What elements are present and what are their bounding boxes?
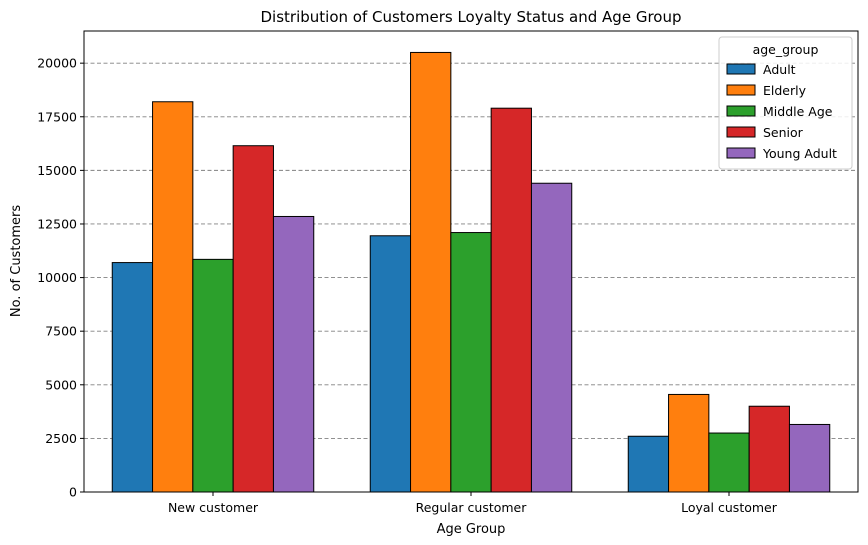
y-tick-label: 2500 [45,431,77,446]
legend-swatch [726,63,756,75]
bar-young-adult [788,423,831,493]
bar-senior [748,405,790,493]
y-tick-label: 5000 [45,377,77,392]
legend-label: Senior [763,125,804,140]
legend-swatch [726,126,756,138]
legend-items: Adult Elderly Middle Age Senior Young Adult [726,62,837,161]
bar-middle-age [192,258,234,493]
y-tick-label: 0 [69,485,77,500]
bar-middle-age [450,232,492,493]
x-tick-label: Loyal customer [681,500,778,515]
legend: age_group Adult Elderly Middle Age Senior Yo… [718,36,853,170]
x-axis-ticks: New customer Regular customer Loyal custom… [168,492,778,515]
y-tick-label: 10000 [37,270,77,285]
y-tick-label: 20000 [37,56,77,71]
y-tick-label: 7500 [45,324,77,339]
legend-swatch [726,84,756,96]
legend-label: Adult [763,62,796,77]
bar-young-adult [530,182,573,493]
y-axis-label: No. of Customers [9,205,24,318]
legend-label: Elderly [763,83,807,98]
y-tick-label: 12500 [37,216,77,231]
bar-senior [490,107,532,493]
bar-adult [627,435,670,493]
bar-elderly [668,393,710,493]
chart-title: Distribution of Customers Loyalty Status… [261,8,682,26]
bar-senior [232,145,274,493]
bar-elderly [410,51,452,493]
y-tick-label: 17500 [37,109,77,124]
bar-young-adult [272,215,315,493]
bar-middle-age [708,432,750,493]
legend-swatch [726,147,756,159]
y-tick-label: 15000 [37,163,77,178]
y-axis-ticks: 0 2500 5000 7500 10000 12500 15000 17500 20000 [37,56,84,500]
bar-adult [111,262,154,493]
bar-adult [369,235,412,493]
legend-swatch [726,105,756,117]
bar-elderly [152,101,194,493]
x-axis-label: Age Group [437,522,506,537]
x-tick-label: New customer [168,500,259,515]
legend-title: age_group [753,42,819,57]
legend-label: Young Adult [762,146,837,161]
legend-label: Middle Age [763,104,833,119]
bars [111,51,831,493]
x-tick-label: Regular customer [416,500,528,515]
